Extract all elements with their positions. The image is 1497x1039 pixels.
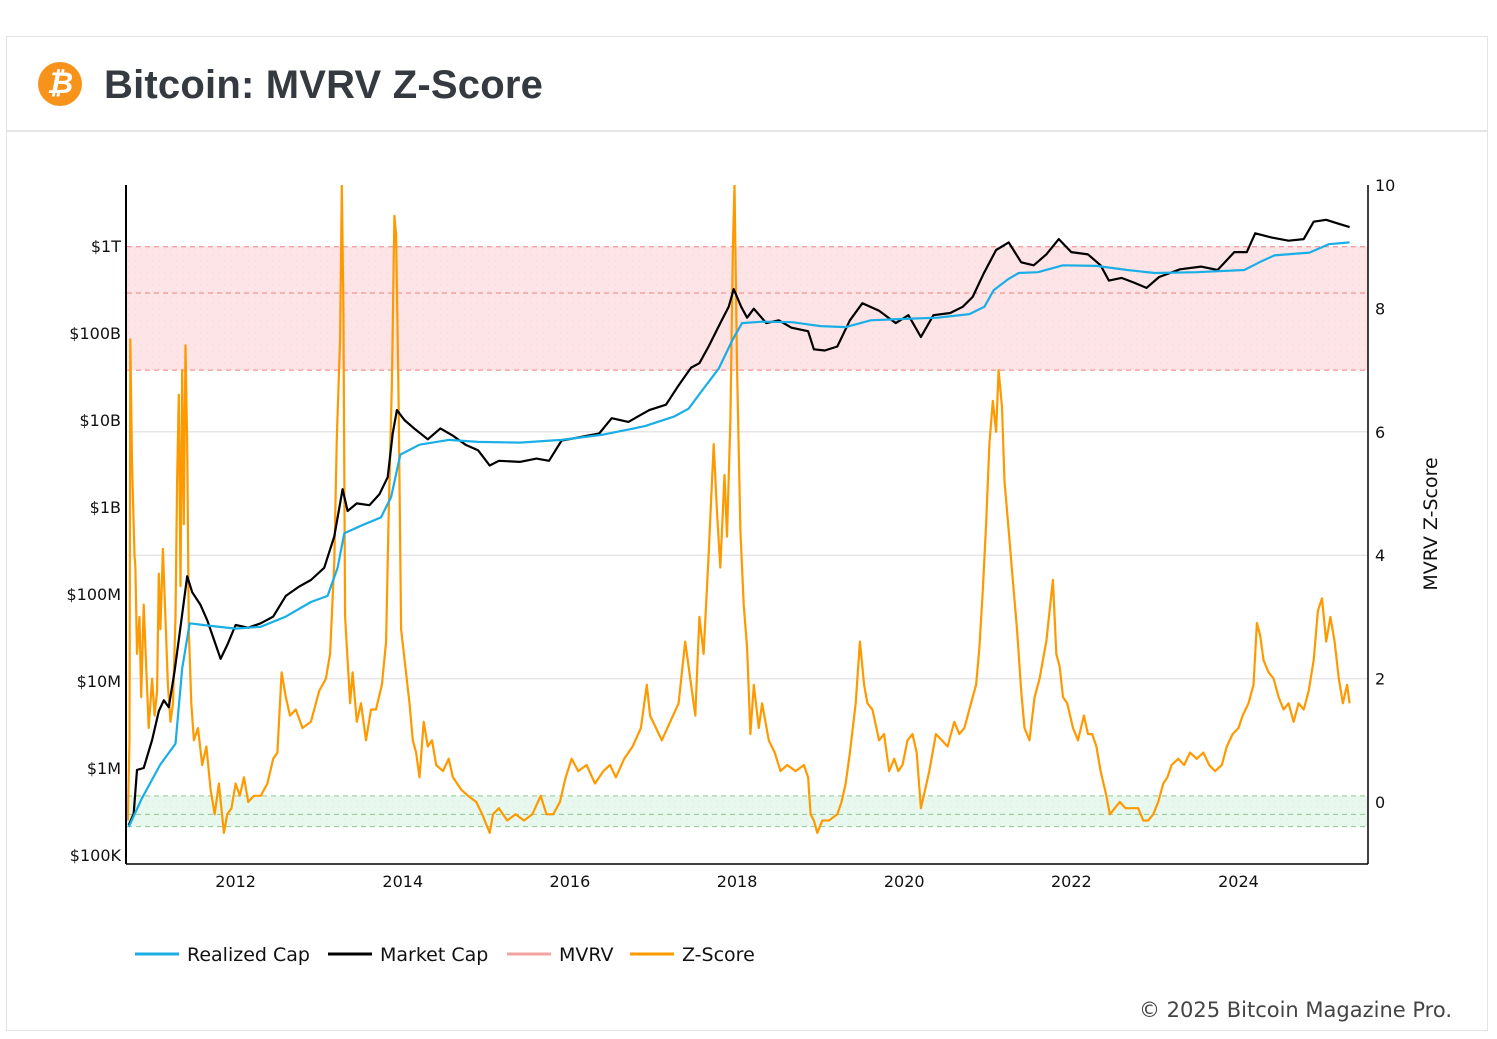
page-title: Bitcoin: MVRV Z-Score [104, 63, 544, 107]
y-right-tick-label: 4 [1375, 546, 1385, 565]
x-tick-label: 2014 [382, 872, 423, 891]
green-zone [127, 795, 1368, 827]
y-right-tick-label: 8 [1375, 299, 1385, 318]
red-zone [127, 246, 1368, 371]
legend-item-z-score[interactable]: Z-Score [630, 944, 755, 966]
legend-item-market-cap[interactable]: Market Cap [328, 944, 488, 966]
y-left-tick-label: $1T [91, 237, 121, 256]
zones [127, 246, 1368, 828]
bitcoin-logo-icon: ₿ [38, 62, 82, 106]
y-left-tick-label: $1M [87, 759, 121, 778]
series-realized-cap [127, 241, 1350, 828]
axes: $100K $1M $10M $100M $1B $10B $100B $1T 0 2 4 6 8 10 2… [66, 176, 1395, 891]
copyright-text: © 2025 Bitcoin Magazine Pro. [1138, 998, 1452, 1022]
y-right-tick-label: 2 [1375, 670, 1385, 689]
x-tick-label: 2024 [1218, 872, 1259, 891]
y-right-tick-label: 6 [1375, 423, 1385, 442]
series-z-score [127, 185, 1351, 834]
legend-label: Realized Cap [187, 944, 310, 966]
y-axis-right-title: MVRV Z-Score [1420, 457, 1442, 590]
x-tick-label: 2022 [1051, 872, 1092, 891]
chart-card: ₿ Bitcoin: MVRV Z-Score © 2025 Bitcoin M… [6, 36, 1488, 1031]
y-left-tick-label: $100M [66, 585, 121, 604]
y-left-tick-label: $100K [70, 846, 122, 865]
x-tick-label: 2016 [550, 872, 591, 891]
legend: Realized Cap Market Cap MVRV Z-Score [135, 944, 755, 966]
legend-item-realized-cap[interactable]: Realized Cap [135, 944, 310, 966]
y-left-tick-label: $10B [79, 411, 121, 430]
series-layer [127, 185, 1351, 834]
y-left-tick-label: $10M [77, 672, 121, 691]
grid-lines [127, 307, 1368, 803]
x-tick-label: 2018 [717, 872, 758, 891]
legend-label: Market Cap [380, 944, 488, 966]
y-left-tick-label: $1B [90, 498, 121, 517]
x-tick-label: 2020 [884, 872, 925, 891]
legend-item-mvrv[interactable]: MVRV [507, 944, 614, 966]
legend-label: Z-Score [682, 944, 755, 966]
legend-label: MVRV [559, 944, 614, 966]
chart-header: ₿ Bitcoin: MVRV Z-Score [7, 37, 1487, 132]
y-right-tick-label: 0 [1375, 793, 1385, 812]
x-tick-label: 2012 [215, 872, 256, 891]
y-left-tick-label: $100B [69, 324, 121, 343]
y-right-tick-label: 10 [1375, 176, 1395, 195]
